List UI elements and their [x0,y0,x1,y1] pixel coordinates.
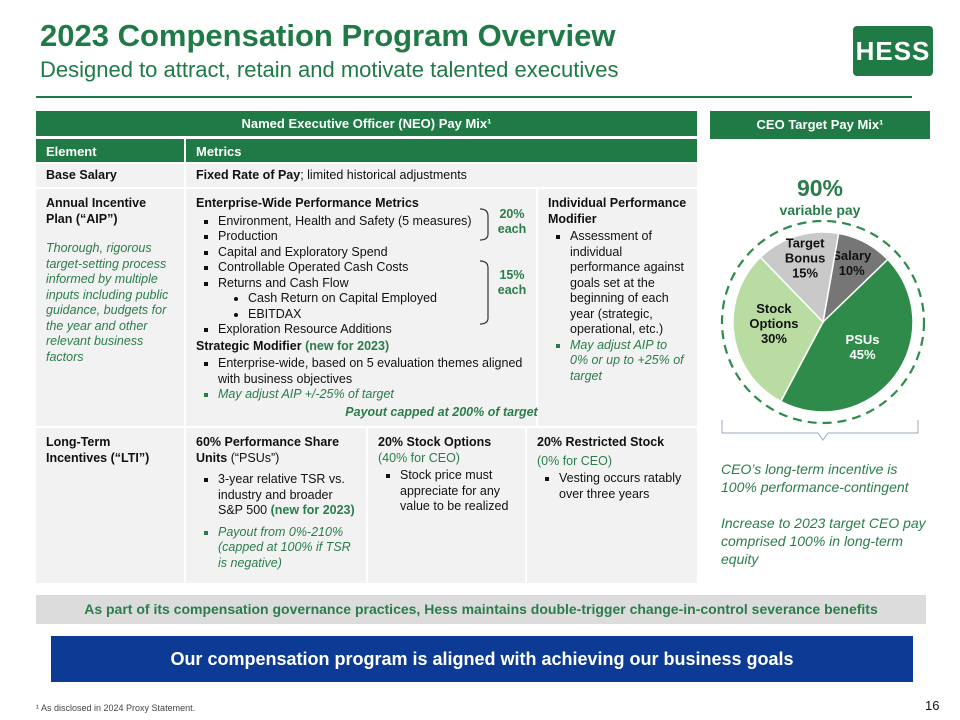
metric: ; limited historical adjustments [300,168,467,182]
item-text: Returns and Cash Flow [218,275,349,290]
element-cell: Annual Incentive Plan (“AIP”) Thorough, … [36,189,184,426]
item: Returns and Cash Flow Cash Return on Cap… [218,276,526,323]
title: 2023 Compensation Program Overview [40,18,616,53]
item: Controllable Operated Cash Costs [218,260,526,276]
weight: 20% each [497,207,527,236]
column-header: Metrics [186,139,697,162]
item: Environment, Health and Safety (5 measur… [218,214,526,230]
element-cell: Base Salary [36,164,184,187]
governance-banner: As part of its compensation governance p… [36,595,926,624]
weight: 15% each [497,268,527,297]
metrics-cell: 20% Restricted Stock (0% for CEO) Vestin… [527,428,697,583]
pie-slice [779,258,914,413]
item-text: 3-year relative TSR vs. industry and bro… [218,472,345,517]
brace [721,420,919,441]
sub-heading: (40% for CEO) [378,450,460,465]
subtitle: Designed to attract, retain and motivate… [40,57,619,82]
variable-label: variable pay [779,202,861,218]
heading: Strategic Modifier [196,338,302,353]
note: Thorough, rigorous target-setting proces… [46,241,169,364]
dashed-ring [720,219,926,425]
cap-note: Payout capped at 200% of target [345,405,538,419]
note: Payout from 0%-210% (capped at 100% if T… [218,525,356,572]
footnote: ¹ As disclosed in 2024 Proxy Statement. [36,703,196,713]
note: May adjust AIP to 0% or up to +25% of ta… [570,338,687,385]
brackets [479,208,489,325]
item: Capital and Exploratory Spend [218,245,526,261]
metrics-cell: Fixed Rate of Pay; limited historical ad… [186,164,697,187]
column-header: Element [36,139,184,162]
heading: (“PSUs”) [227,450,280,465]
pie-note: Increase to 2023 target CEO pay comprise… [721,515,926,567]
heading: 60% Performance Share Units [196,435,340,465]
slice-label: Stock Options [749,301,798,331]
slice-value: 45% [850,347,876,362]
sub-item: EBITDAX [248,307,526,323]
slice-value: 10% [839,263,865,278]
metrics-cell: Enterprise-Wide Performance Metrics Envi… [186,189,536,426]
metrics-cell: 20% Stock Options (40% for CEO) Stock pr… [368,428,525,583]
tag: (new for 2023) [305,338,390,353]
page-number: 16 [925,698,940,713]
divider [36,96,912,98]
item: Exploration Resource Additions [218,322,526,338]
sub-item: Cash Return on Capital Employed [248,291,526,307]
note: May adjust AIP +/-25% of target [218,387,526,403]
slice-value: 15% [792,265,818,280]
pie-caption: CEO Target Pay Mix¹ [710,111,930,139]
pie-note: CEO’s long-term incentive is 100% perfor… [721,461,909,495]
table-caption: Named Executive Officer (NEO) Pay Mix¹ [36,111,697,136]
pie-slice [759,231,840,324]
slice-label: Target Bonus [785,235,825,265]
element: Annual Incentive Plan (“AIP”) [46,196,147,226]
metrics-cell: 60% Performance Share Units (“PSUs”) 3-y… [186,428,366,583]
logo: HESS [853,26,933,76]
item: Production [218,229,526,245]
heading: 20% Stock Options [378,435,492,449]
sub-heading: (0% for CEO) [537,453,613,468]
item: Enterprise-wide, based on 5 evaluation t… [218,356,526,387]
slice-label: Salary [832,248,872,263]
variable-share: 90% [796,175,844,201]
heading: Individual Performance Modifier [548,196,687,226]
item: 3-year relative TSR vs. industry and bro… [218,472,356,519]
item: Stock price must appreciate for any valu… [400,468,515,515]
item: Vesting occurs ratably over three years [559,471,687,502]
pie-slice [732,256,824,403]
slice-value: 30% [761,331,787,346]
metrics-cell: Individual Performance Modifier Assessme… [538,189,697,426]
slice-label: PSUs [846,332,880,347]
item: Assessment of individual performance aga… [570,229,687,338]
heading: 20% Restricted Stock [537,435,665,449]
heading: Enterprise-Wide Performance Metrics [196,196,419,210]
goal-banner: Our compensation program is aligned with… [51,636,913,682]
tag: (new for 2023) [270,503,355,517]
metric: Fixed Rate of Pay [196,168,301,182]
element-cell: Long-Term Incentives (“LTI”) [36,428,184,583]
